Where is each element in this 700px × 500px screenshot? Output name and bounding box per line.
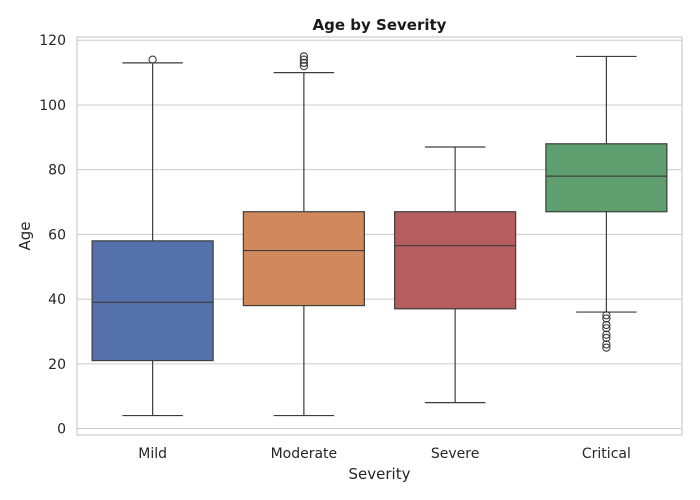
x-tick-label: Critical	[582, 446, 631, 462]
outlier-point	[299, 61, 309, 71]
box-mild	[91, 240, 214, 362]
y-axis-label: Age	[16, 221, 34, 250]
outlier-point	[602, 311, 611, 320]
y-tick-label: 0	[57, 422, 66, 438]
y-tick-label: 80	[48, 163, 66, 179]
outlier-point	[602, 314, 611, 323]
x-axis-label: Severity	[349, 465, 411, 483]
box-severe	[394, 211, 517, 310]
outlier-point	[602, 320, 611, 330]
outlier-point	[148, 55, 157, 64]
x-tick-label: Moderate	[271, 446, 338, 462]
outlier-point	[602, 330, 611, 339]
outlier-point	[299, 58, 309, 68]
plot-frame	[76, 36, 683, 436]
chart-title: Age by Severity	[313, 16, 447, 34]
y-tick-label: 100	[39, 98, 66, 114]
outlier-point	[602, 333, 611, 343]
outlier-point	[602, 343, 611, 352]
y-tick-label: 40	[48, 292, 66, 308]
x-tick-label: Severe	[431, 446, 479, 462]
plot-area: 0 20 40 60 80 100 120 Mild Moderate Severe Critica…	[39, 33, 683, 462]
x-tick-label: Mild	[138, 446, 167, 462]
y-tick-label: 60	[48, 227, 66, 243]
outlier-point	[299, 52, 309, 61]
box-critical	[545, 143, 668, 213]
outlier-point	[602, 324, 611, 333]
y-tick-label: 120	[39, 33, 66, 49]
y-tick-label: 20	[48, 357, 66, 373]
outlier-point	[299, 55, 309, 64]
outlier-point	[602, 340, 611, 349]
box-moderate	[242, 211, 365, 307]
